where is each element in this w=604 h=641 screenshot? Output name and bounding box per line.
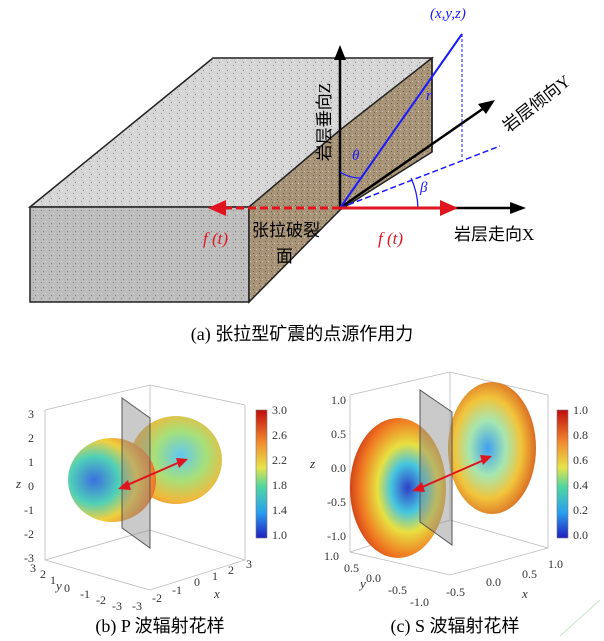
p-z-tick: -1 <box>24 503 34 517</box>
axis-y-label: 岩层倾向Y <box>499 71 574 135</box>
s-y-tick: 1.0 <box>324 549 339 563</box>
p-colorbar-tick: 2.2 <box>272 453 287 467</box>
x-axis-arrowhead <box>510 202 526 214</box>
p-colorbar-tick: 3.0 <box>272 403 287 417</box>
s-colorbar-tick: 0.2 <box>573 503 588 517</box>
panel-c: z x y 1.0 0.5 0.0 -0.5 -1.0 1.0 0.5 0.0 … <box>309 371 588 637</box>
p-x-tick: 3 <box>246 557 252 571</box>
y-axis-line <box>339 106 485 210</box>
panel-a: (x,y,z) r θ β 岩层垂向Z 岩层倾向Y 岩层走向X f (t) f … <box>27 6 574 345</box>
s-force-arrowhead-left <box>412 482 425 492</box>
p-colorbar-tick: 1.8 <box>272 478 287 492</box>
axis-x-label: 岩层走向X <box>454 225 534 244</box>
s-colorbar-tick: 0.8 <box>573 428 588 442</box>
s-y-axis-label: y <box>358 576 366 591</box>
s-z-tick: 1.0 <box>331 393 346 407</box>
s-colorbar-tick: 0.4 <box>573 478 588 492</box>
p-y-tick: 2 <box>40 567 46 581</box>
p-x-tick: 1 <box>212 569 218 583</box>
p-y-axis-label: y <box>54 578 62 593</box>
s-wave-lobe-back <box>448 382 536 514</box>
caption-a: (a) 张拉型矿震的点源作用力 <box>191 324 413 345</box>
s-z-tick: -0.5 <box>327 495 346 509</box>
s-y-tick: -0.5 <box>388 583 407 597</box>
s-y-tick: 0.0 <box>366 571 381 585</box>
p-colorbar-tick: 1.4 <box>272 503 287 517</box>
p-y-tick: -1 <box>80 587 90 601</box>
s-y-tick: 0.5 <box>344 561 359 575</box>
force-right-label: f (t) <box>378 229 403 248</box>
beta-arc <box>410 177 419 209</box>
p-x-tick: -1 <box>172 583 182 597</box>
p-z-tick: 3 <box>28 407 34 421</box>
theta-arc <box>339 171 361 179</box>
p-x-axis-label: x <box>213 586 220 601</box>
s-force-arrow <box>419 459 485 489</box>
p-fracture-plane <box>121 397 151 549</box>
s-z-tick: 0.0 <box>331 461 346 475</box>
p-y-tick: -3 <box>112 599 122 613</box>
p-wave-lobe-front <box>68 438 156 522</box>
p-z-tick: -2 <box>24 527 34 541</box>
p-x-tick: -3 <box>132 599 142 613</box>
s-x-tick: 0.5 <box>522 567 537 581</box>
fracture-label-line2: 面 <box>276 247 293 266</box>
p-y-tick: 1 <box>50 573 56 587</box>
s-colorbar-tick: 0.6 <box>573 453 588 467</box>
p-x-tick: -2 <box>152 591 162 605</box>
r-label: r <box>426 88 432 104</box>
p-colorbar <box>255 409 268 539</box>
caption-c: (c) S 波辐射花样 <box>391 616 520 637</box>
s-x-tick: 0.0 <box>486 575 501 589</box>
fracture-label-line1: 张拉破裂 <box>252 221 320 240</box>
p-colorbar-tick: 2.6 <box>272 428 287 442</box>
p-y-tick: 0 <box>64 581 70 595</box>
s-x-tick: -1.0 <box>410 595 429 609</box>
s-force-arrowhead-right <box>480 455 492 465</box>
s-z-tick: 0.5 <box>331 427 346 441</box>
p-colorbar-tick: 1.0 <box>272 528 287 542</box>
force-left-label: f (t) <box>203 229 228 248</box>
caption-b: (b) P 波辐射花样 <box>95 616 224 637</box>
p-z-tick: 1 <box>28 455 34 469</box>
theta-label: θ <box>352 148 360 164</box>
s-colorbar-tick: 0.0 <box>573 528 588 542</box>
panel-b: z x y 3 2 1 0 -1 -2 -3 3 2 1 0 -1 -2 -3 … <box>15 384 287 637</box>
projection-dashed-ground <box>339 145 501 209</box>
z-axis-arrowhead <box>334 45 346 60</box>
s-x-tick: 1.0 <box>548 557 563 571</box>
force-right-arrowhead <box>440 200 458 216</box>
p-z-tick: 0 <box>28 479 34 493</box>
p-force-arrow <box>124 461 181 487</box>
vector-r <box>339 33 463 209</box>
p-x-tick: 2 <box>228 563 234 577</box>
s-colorbar-tick: 1.0 <box>573 403 588 417</box>
corner-decoration <box>559 599 601 637</box>
p-z-tick: 2 <box>28 431 34 445</box>
p-force-arrowhead-left <box>118 480 131 490</box>
block-front-face <box>29 206 250 303</box>
s-fracture-plane <box>419 389 453 546</box>
p-x-tick: 0 <box>194 575 200 589</box>
p-y-tick: 3 <box>30 561 36 575</box>
s-z-axis-label: z <box>309 456 315 471</box>
axis-z-label: 岩层垂向Z <box>315 83 334 161</box>
p-y-tick: -2 <box>96 593 106 607</box>
s-colorbar <box>556 409 569 539</box>
p-force-arrowhead-right <box>176 458 188 468</box>
point-label: (x,y,z) <box>430 6 466 22</box>
y-axis-arrowhead <box>478 100 495 114</box>
force-left-arrowhead <box>208 200 226 216</box>
s-z-tick: -1.0 <box>327 529 346 543</box>
beta-label: β <box>419 180 428 196</box>
p-z-axis-label: z <box>15 476 21 491</box>
s-x-tick: -0.5 <box>446 585 465 599</box>
s-x-axis-label: x <box>521 586 528 601</box>
p-z-tick: -3 <box>24 551 34 565</box>
